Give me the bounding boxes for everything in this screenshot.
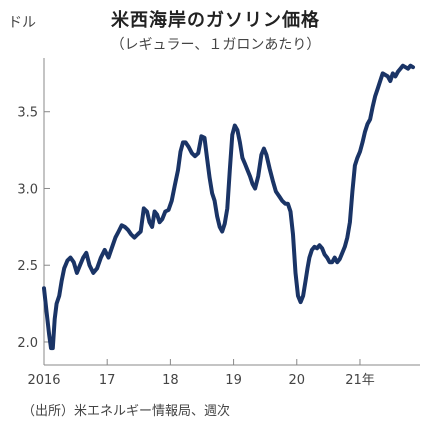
x-tick-label: 19 xyxy=(225,373,242,388)
y-tick-label: 2.0 xyxy=(17,336,38,351)
x-tick-label: 17 xyxy=(99,373,116,388)
x-tick-label: 20 xyxy=(288,373,305,388)
x-axis-ticks: 2016 17 18 19 20 21年 xyxy=(27,359,375,388)
source-note: （出所）米エネルギー情報局、週次 xyxy=(22,404,231,419)
y-tick-label: 2.5 xyxy=(17,259,38,274)
x-tick-label: 21年 xyxy=(345,373,375,388)
x-tick-label: 2016 xyxy=(27,373,60,388)
x-tick-label: 18 xyxy=(162,373,179,388)
gasoline-price-line xyxy=(42,63,415,351)
chart-subtitle: （レギュラー、１ガロンあたり） xyxy=(110,37,321,53)
y-tick-label: 3.5 xyxy=(17,106,38,121)
chart-title: 米西海岸のガソリン価格 xyxy=(111,10,320,31)
y-tick-label: 3.0 xyxy=(17,182,38,197)
y-axis-unit-label: ドル xyxy=(8,15,36,31)
y-axis-ticks: 2.0 2.5 3.0 3.5 xyxy=(17,106,50,351)
